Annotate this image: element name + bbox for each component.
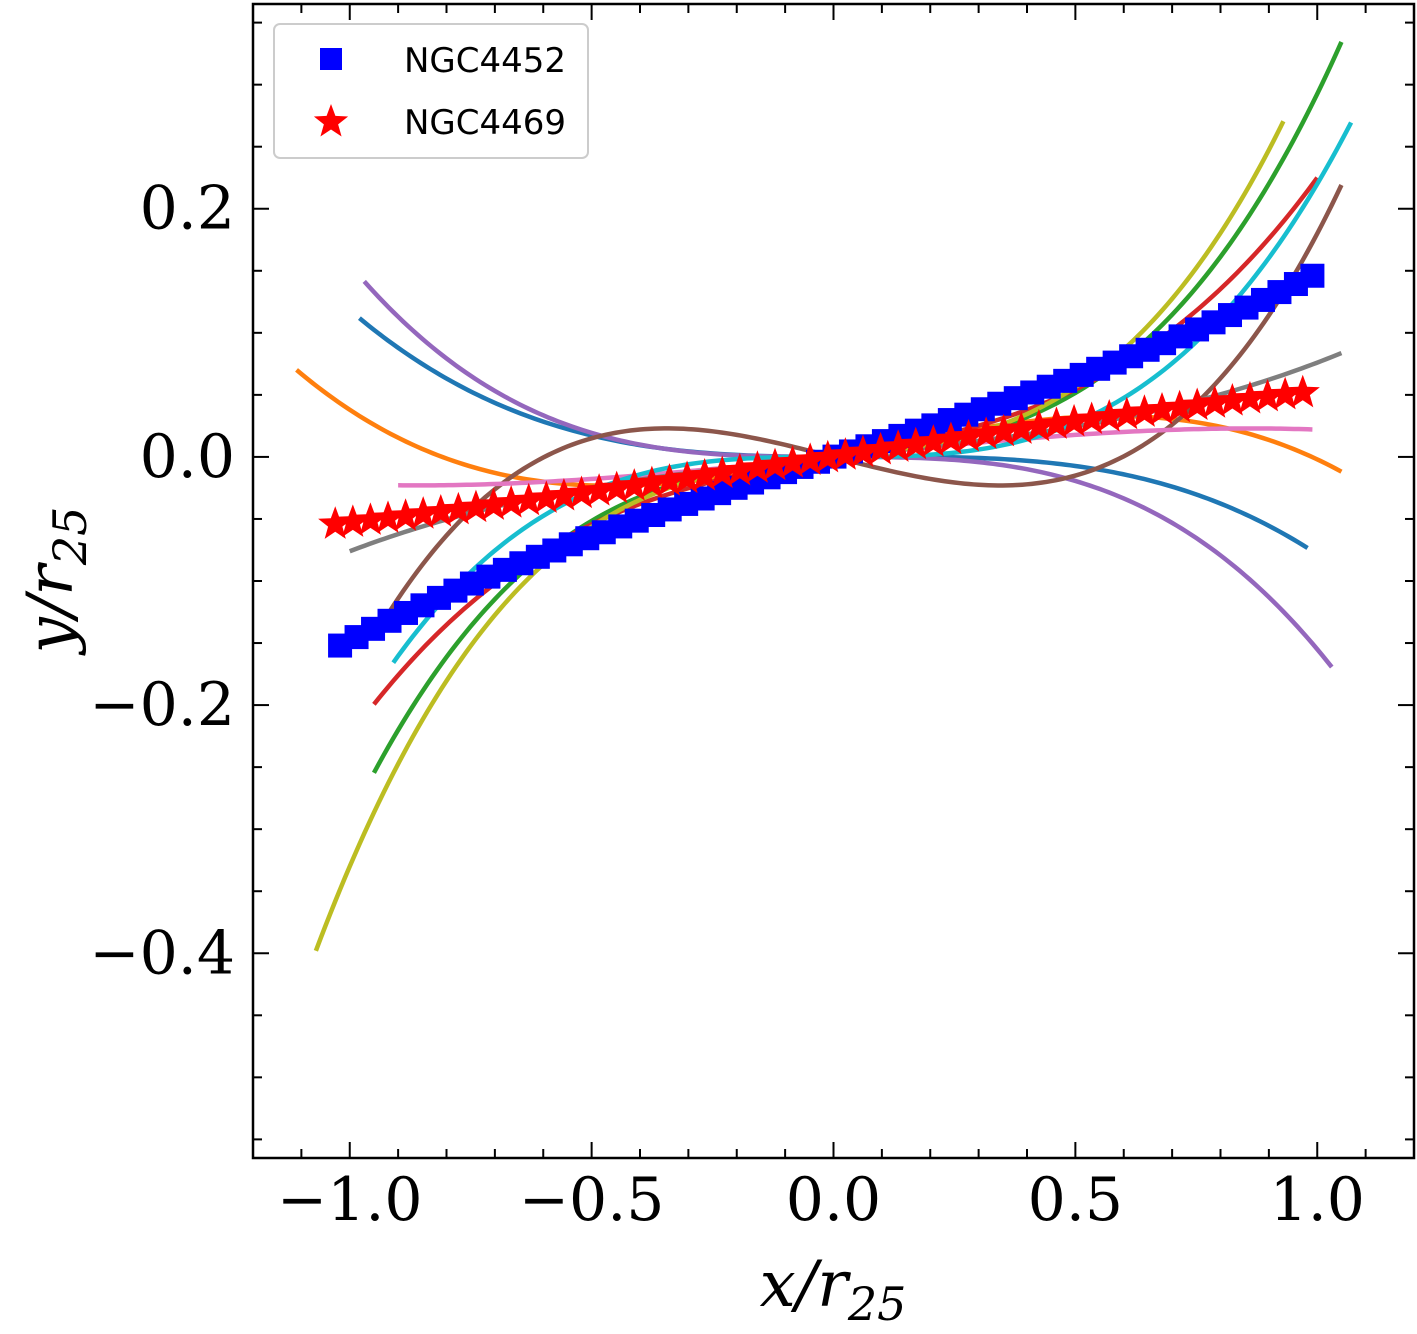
data-point-ngc4469 <box>968 416 1004 449</box>
x-tick-label: −1.0 <box>277 1165 423 1235</box>
data-point-ngc4469 <box>933 421 969 455</box>
data-point-ngc4469 <box>353 502 388 535</box>
x-tick-label: −0.5 <box>519 1165 665 1235</box>
data-point-ngc4469 <box>898 426 933 460</box>
x-tick-label: 0.5 <box>1028 1165 1123 1235</box>
data-point-ngc4469 <box>458 489 494 523</box>
data-series <box>318 263 1325 658</box>
y-tick-label: 0.2 <box>140 174 235 244</box>
legend-label-ngc4469: NGC4469 <box>404 103 566 143</box>
x-tick-label: 0.0 <box>786 1165 881 1235</box>
data-point-ngc4469 <box>845 434 881 468</box>
data-point-ngc4469 <box>476 487 511 520</box>
data-point-ngc4469 <box>1004 411 1039 444</box>
data-point-ngc4469 <box>370 500 406 533</box>
data-point-ngc4469 <box>705 455 740 488</box>
data-point-ngc4469 <box>406 496 441 529</box>
plot-frame <box>251 2 1416 1160</box>
data-point-ngc4469 <box>529 480 564 513</box>
data-point-ngc4469 <box>1232 380 1268 414</box>
data-point-ngc4469 <box>388 498 423 531</box>
data-point-ngc4469 <box>617 468 652 501</box>
data-point-ngc4469 <box>863 431 898 465</box>
data-point-ngc4469 <box>916 424 951 457</box>
data-point-ngc4469 <box>1162 389 1197 423</box>
data-point-ngc4469 <box>1109 396 1144 430</box>
data-point-ngc4469 <box>687 457 722 491</box>
data-point-ngc4469 <box>793 442 828 475</box>
data-point-ngc4469 <box>810 439 845 473</box>
data-point-ngc4469 <box>1215 383 1250 416</box>
data-point-ngc4469 <box>881 429 916 462</box>
data-point-ngc4469 <box>1127 394 1162 427</box>
data-point-ngc4469 <box>1250 378 1285 412</box>
data-point-ngc4469 <box>1268 376 1303 410</box>
data-point-ngc4452 <box>1300 263 1325 288</box>
data-point-ngc4469 <box>722 452 757 486</box>
x-tick-label: 1.0 <box>1270 1165 1365 1235</box>
legend-label-ngc4452: NGC4452 <box>404 41 566 81</box>
data-point-ngc4469 <box>828 437 863 470</box>
data-point-ngc4469 <box>652 463 687 496</box>
data-point-ngc4469 <box>1285 374 1320 408</box>
legend-marker-ngc4452 <box>320 48 342 70</box>
data-point-ngc4469 <box>423 494 458 527</box>
y-tick-label: −0.2 <box>89 670 235 740</box>
data-point-ngc4469 <box>757 447 793 481</box>
y-tick-label: 0.0 <box>140 422 235 492</box>
tick-labels: −1.0 −0.5 0.0 0.5 1.0 −0.4 −0.2 0.0 0.2 <box>89 174 1365 1235</box>
data-point-ngc4469 <box>564 475 599 509</box>
data-point-ngc4469 <box>1021 408 1056 442</box>
data-point-ngc4469 <box>1056 403 1092 437</box>
axis-ticks <box>252 4 1415 1158</box>
data-point-ngc4469 <box>318 506 353 539</box>
data-point-ngc4469 <box>1039 406 1074 439</box>
data-point-ngc4469 <box>1197 385 1232 418</box>
data-point-ngc4469 <box>740 450 775 483</box>
data-point-ngc4469 <box>546 477 582 511</box>
x-axis-label: x/r25 <box>760 1248 907 1331</box>
data-point-ngc4469 <box>669 460 705 494</box>
data-point-ngc4469 <box>1074 401 1109 435</box>
data-point-ngc4469 <box>494 485 529 518</box>
legend: NGC4452 NGC4469 <box>273 23 589 159</box>
data-point-ngc4469 <box>1092 399 1127 432</box>
y-axis-label: y/r25 <box>14 507 97 657</box>
data-point-ngc4469 <box>1144 391 1180 425</box>
data-point-ngc4469 <box>511 482 546 516</box>
data-point-ngc4469 <box>775 444 810 478</box>
data-point-ngc4469 <box>441 491 476 525</box>
data-point-ngc4469 <box>599 470 634 504</box>
data-point-ngc4469 <box>986 413 1021 447</box>
data-point-ngc4469 <box>634 465 669 499</box>
legend-box <box>273 23 589 159</box>
data-point-ngc4469 <box>1180 387 1215 420</box>
data-point-ngc4469 <box>335 504 370 537</box>
legend-marker-ngc4469 <box>313 104 349 137</box>
y-tick-label: −0.4 <box>89 918 235 988</box>
data-point-ngc4469 <box>951 418 986 452</box>
series-ngc4469 <box>318 374 1320 539</box>
data-point-ngc4469 <box>581 473 617 506</box>
